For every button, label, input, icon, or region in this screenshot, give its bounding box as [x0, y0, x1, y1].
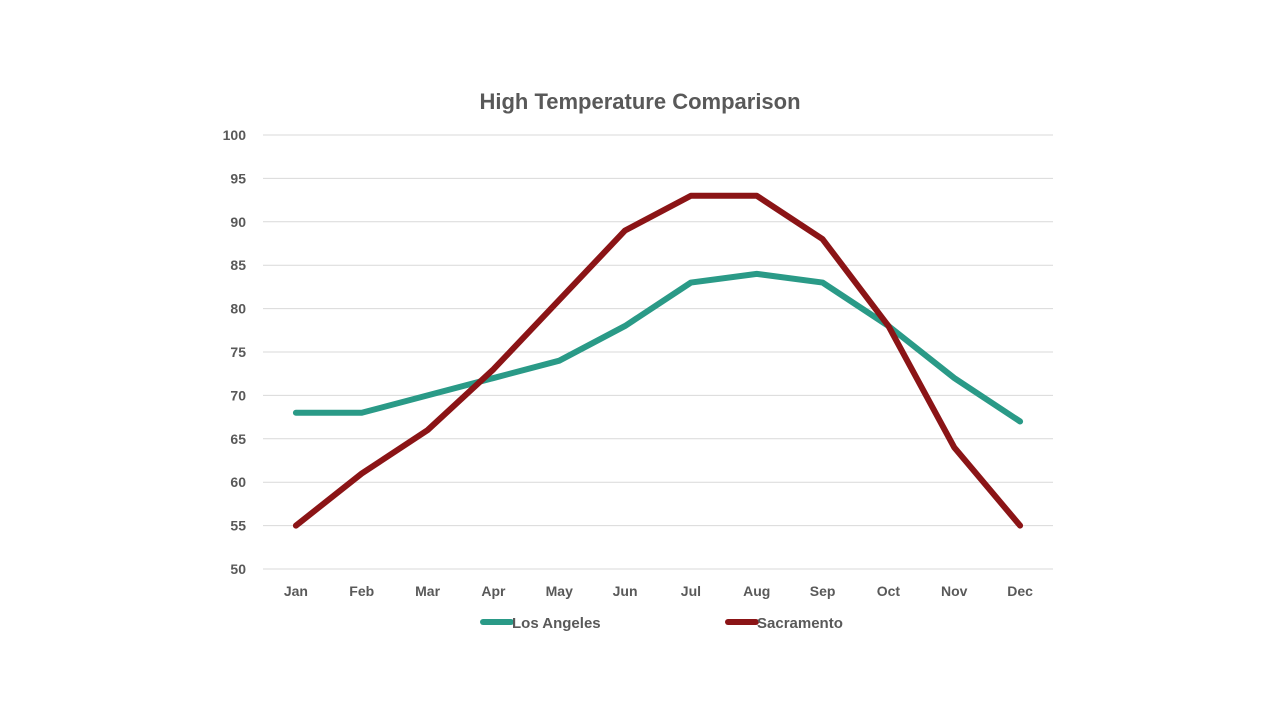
y-tick-label: 85: [230, 257, 246, 273]
x-tick-label: Oct: [877, 583, 901, 599]
gridlines: [263, 134, 1053, 570]
y-tick-label: 70: [230, 387, 246, 403]
x-tick-label: May: [546, 583, 573, 599]
y-tick-label: 100: [223, 127, 247, 143]
y-axis-ticks: 50 55 60 65 70 75 80 85 90 95 100: [223, 127, 247, 577]
y-tick-label: 60: [230, 474, 246, 490]
x-tick-label: Mar: [415, 583, 440, 599]
series-line-los-angeles: [292, 270, 1024, 425]
x-tick-label: Jan: [284, 583, 308, 599]
chart-title: High Temperature Comparison: [479, 89, 800, 114]
x-tick-label: Jun: [613, 583, 638, 599]
y-tick-label: 65: [230, 431, 246, 447]
series-line-sacramento: [292, 192, 1024, 529]
y-tick-label: 80: [230, 301, 246, 317]
legend-label-los-angeles: Los Angeles: [512, 615, 601, 632]
x-tick-label: Dec: [1007, 583, 1033, 599]
x-axis-ticks: Jan Feb Mar Apr May Jun Jul Aug Sep Oct Nov Dec: [284, 583, 1033, 599]
y-tick-label: 95: [230, 170, 246, 186]
x-tick-label: Aug: [743, 583, 770, 599]
y-tick-label: 50: [230, 561, 246, 577]
series-lines: [292, 192, 1024, 529]
legend: Los Angeles Sacramento: [480, 615, 843, 632]
x-tick-label: Sep: [810, 583, 836, 599]
y-tick-label: 75: [230, 344, 246, 360]
x-tick-label: Apr: [481, 583, 506, 599]
y-tick-label: 90: [230, 214, 246, 230]
x-tick-label: Feb: [349, 583, 374, 599]
x-tick-label: Jul: [681, 583, 701, 599]
y-tick-label: 55: [230, 518, 246, 534]
x-tick-label: Nov: [941, 583, 968, 599]
legend-label-sacramento: Sacramento: [757, 615, 843, 632]
